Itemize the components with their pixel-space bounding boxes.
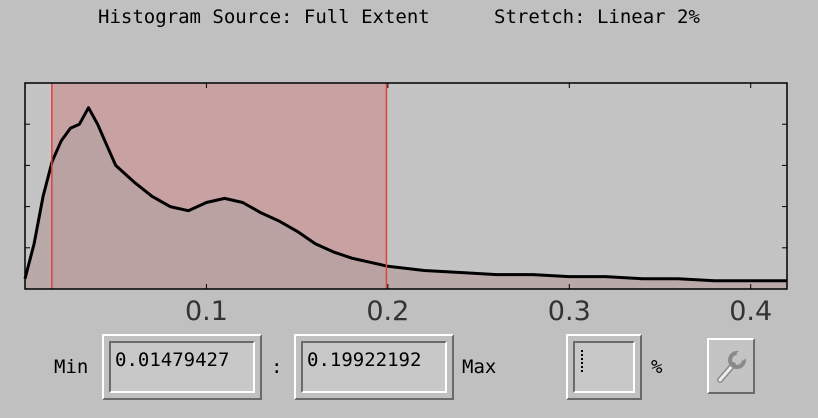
x-tick-label: 0.4 — [729, 296, 773, 327]
percent-label: % — [651, 356, 663, 378]
histogram-chart[interactable] — [0, 0, 818, 330]
plot-frame — [24, 82, 788, 290]
min-input[interactable]: 0.01479427 — [109, 341, 255, 393]
histogram-line — [23, 106, 787, 283]
text-caret — [581, 350, 589, 372]
max-input[interactable]: 0.19922192 — [301, 341, 447, 393]
settings-button[interactable] — [707, 338, 755, 394]
histogram-source-label: Histogram Source: Full Extent — [98, 6, 430, 28]
min-field-frame: 0.01479427 — [102, 334, 262, 400]
max-value: 0.19922192 — [307, 349, 422, 371]
x-tick-label: 0.3 — [547, 296, 591, 327]
histogram-area — [25, 107, 787, 289]
header: Histogram Source: Full Extent Stretch: L… — [0, 6, 818, 32]
percent-input[interactable] — [573, 341, 635, 393]
max-field-frame: 0.19922192 — [294, 334, 454, 400]
stretch-label: Stretch: Linear 2% — [494, 6, 700, 28]
min-value: 0.01479427 — [115, 349, 230, 371]
max-label: Max — [462, 356, 497, 378]
x-tick-label: 0.1 — [184, 296, 228, 327]
min-label: Min — [54, 356, 89, 378]
x-tick-label: 0.2 — [366, 296, 410, 327]
percent-field-frame — [566, 334, 642, 400]
range-separator: : — [271, 356, 283, 378]
wrench-icon — [717, 350, 747, 383]
